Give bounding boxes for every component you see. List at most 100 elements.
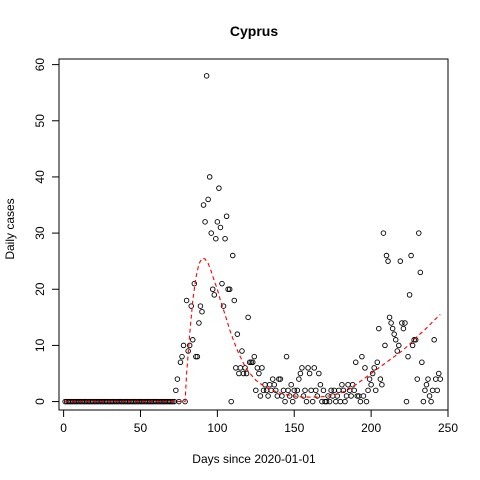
data-point xyxy=(204,74,209,79)
data-point xyxy=(240,349,245,354)
y-tick-label: 20 xyxy=(33,282,47,296)
x-tick-label: 200 xyxy=(361,421,381,435)
data-point xyxy=(214,236,219,241)
data-point xyxy=(280,394,285,399)
data-point xyxy=(398,259,403,264)
data-point xyxy=(369,382,374,387)
x-axis: 0 50 100 150 200 250 xyxy=(60,410,458,435)
y-axis: 0 10 20 30 40 50 60 xyxy=(33,58,59,405)
chart-title: Cyprus xyxy=(230,23,278,39)
data-point xyxy=(352,388,357,393)
data-point xyxy=(426,377,431,382)
data-point xyxy=(303,388,308,393)
data-point xyxy=(390,326,395,331)
data-point xyxy=(344,394,349,399)
data-point xyxy=(420,360,425,365)
data-point xyxy=(366,388,371,393)
data-point xyxy=(361,394,366,399)
data-point xyxy=(418,270,423,275)
data-point xyxy=(229,399,234,404)
data-point xyxy=(230,253,235,258)
data-point xyxy=(220,281,225,286)
data-point xyxy=(381,231,386,236)
fitted-curve-layer xyxy=(65,258,440,401)
data-point xyxy=(430,388,435,393)
data-point xyxy=(306,366,311,371)
data-point xyxy=(198,304,203,309)
data-point xyxy=(373,388,378,393)
data-point xyxy=(244,371,249,376)
data-point xyxy=(272,382,277,387)
data-point xyxy=(389,321,394,326)
data-point xyxy=(432,338,437,343)
data-points xyxy=(63,74,443,404)
data-point xyxy=(380,382,385,387)
data-point xyxy=(340,382,345,387)
data-point xyxy=(283,399,288,404)
y-tick-label: 0 xyxy=(33,398,47,405)
data-point xyxy=(378,377,383,382)
data-point xyxy=(375,360,380,365)
data-point xyxy=(407,293,412,298)
data-point xyxy=(254,388,259,393)
data-point xyxy=(364,399,369,404)
data-point xyxy=(343,399,348,404)
data-point xyxy=(257,371,262,376)
data-point xyxy=(358,399,363,404)
data-point xyxy=(349,394,354,399)
data-point xyxy=(392,332,397,337)
data-point xyxy=(237,371,242,376)
data-point xyxy=(438,377,443,382)
data-point xyxy=(410,343,415,348)
data-point xyxy=(275,394,280,399)
data-point xyxy=(180,354,185,359)
data-point xyxy=(386,259,391,264)
x-axis-label: Days since 2020-01-01 xyxy=(192,452,316,466)
data-point xyxy=(174,388,179,393)
data-point xyxy=(309,388,314,393)
data-point xyxy=(396,343,401,348)
x-tick-label: 150 xyxy=(284,421,304,435)
data-point xyxy=(436,371,441,376)
data-point xyxy=(201,203,206,208)
y-tick-label: 30 xyxy=(33,226,47,240)
data-point xyxy=(252,354,257,359)
data-point xyxy=(433,377,438,382)
data-point xyxy=(384,253,389,258)
x-tick-label: 100 xyxy=(207,421,227,435)
data-point xyxy=(246,315,251,320)
data-point xyxy=(206,197,211,202)
data-point xyxy=(234,366,239,371)
data-point xyxy=(393,338,398,343)
data-point xyxy=(218,225,223,230)
data-point xyxy=(421,399,426,404)
data-point xyxy=(290,399,295,404)
data-point xyxy=(258,394,263,399)
data-point xyxy=(212,293,217,298)
x-tick-label: 50 xyxy=(134,421,148,435)
data-point xyxy=(416,231,421,236)
data-point xyxy=(346,382,351,387)
data-point xyxy=(332,388,337,393)
data-point xyxy=(238,366,243,371)
data-point xyxy=(372,366,377,371)
data-point xyxy=(192,281,197,286)
data-point xyxy=(424,382,429,387)
data-point xyxy=(263,382,268,387)
data-point xyxy=(406,354,411,359)
data-point xyxy=(297,377,302,382)
data-point xyxy=(181,343,186,348)
data-point xyxy=(287,394,292,399)
y-tick-label: 40 xyxy=(33,170,47,184)
data-point xyxy=(289,382,294,387)
data-point xyxy=(267,382,272,387)
data-point xyxy=(200,309,205,314)
y-axis-label: Daily cases xyxy=(3,198,17,259)
data-point xyxy=(423,388,428,393)
y-tick-label: 10 xyxy=(33,338,47,352)
x-tick-label: 250 xyxy=(438,421,458,435)
fitted-curve xyxy=(65,258,440,401)
data-point xyxy=(313,388,318,393)
